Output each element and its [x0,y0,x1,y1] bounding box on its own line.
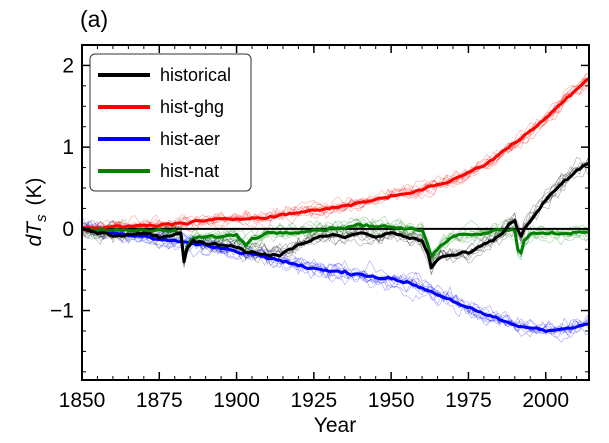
y-tick-label: 1 [62,136,74,159]
x-tick-label: 1850 [59,389,106,412]
y-tick-label: −1 [50,300,74,323]
y-axis-label: dTs (K) [23,177,50,246]
ensemble-member-hist-nat [81,218,590,260]
plot-frame [81,44,590,381]
x-axis-label: Year [314,414,356,437]
y-axis-label-sub: s [33,214,50,222]
series-mean-historical [81,161,590,270]
ensemble-means [81,77,590,333]
ensemble-member-hist-aer [81,224,590,334]
x-tick-label: 2000 [522,389,569,412]
legend-label-historical: historical [160,65,231,85]
legend-label-hist-aer: hist-aer [160,129,220,149]
x-tick-label: 1950 [368,389,415,412]
x-axis: 1850 1875 1900 1925 1950 1975 2000 [59,45,578,412]
x-tick-label: 1875 [136,389,183,412]
y-axis: −1 0 1 2 [50,44,589,373]
ensemble-member-hist-aer [81,230,590,335]
ensemble-member-hist-ghg [81,73,590,232]
legend: historical hist-ghg hist-aer hist-nat [89,53,252,192]
y-tick-label: 0 [62,218,74,241]
ensemble-member-historical [81,157,590,268]
y-axis-label-unit: (K) [23,177,46,205]
ensemble-member-hist-ghg [81,78,590,233]
series-mean-hist-ghg [81,77,590,230]
ensemble-member-hist-aer [81,225,590,343]
x-tick-label: 1900 [213,389,260,412]
series-mean-hist-aer [81,227,590,333]
y-tick-label: 2 [62,54,74,77]
ensemble-member-hist-aer [81,220,590,338]
ensemble-member-hist-aer [81,225,590,335]
ensemble-member-hist-aer [81,220,590,334]
ensemble-member-hist-ghg [81,79,590,238]
series-mean-hist-nat [81,222,590,264]
legend-label-hist-ghg: hist-ghg [160,97,224,117]
ensemble-member-hist-aer [81,224,590,336]
plot-area [81,73,590,343]
legend-box [89,53,252,192]
y-axis-label-main: dT [23,220,46,247]
legend-label-hist-nat: hist-nat [160,161,219,181]
x-tick-label: 1975 [445,389,492,412]
x-tick-label: 1925 [291,389,338,412]
panel-label: (a) [80,6,108,32]
